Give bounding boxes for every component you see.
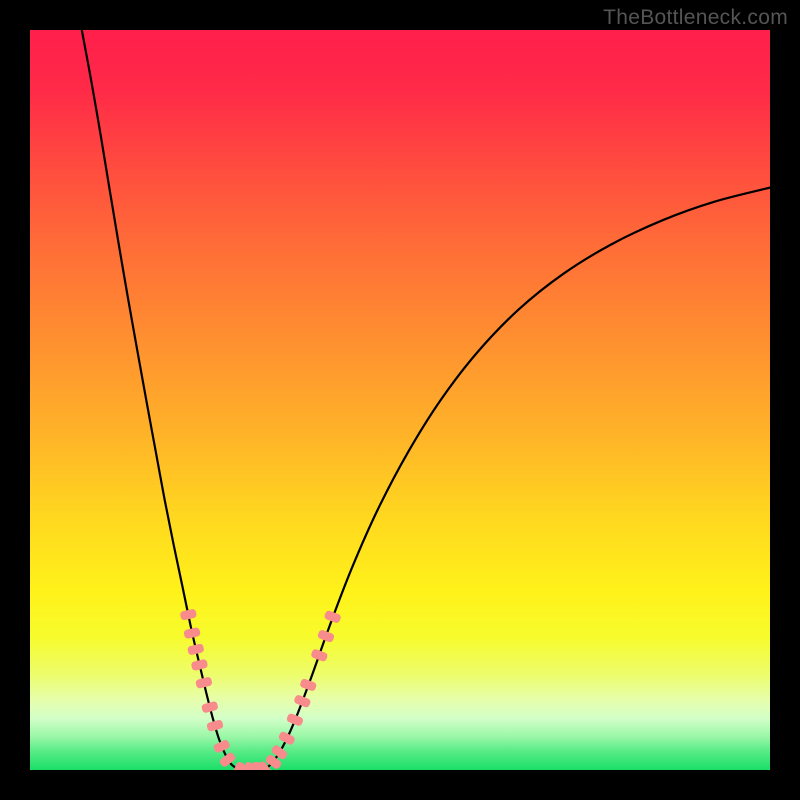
- chart-frame: TheBottleneck.com: [0, 0, 800, 800]
- attribution-text: TheBottleneck.com: [603, 6, 788, 30]
- plot-area: [30, 30, 770, 770]
- chart-background: [30, 30, 770, 770]
- bottleneck-curve-chart: [30, 30, 770, 770]
